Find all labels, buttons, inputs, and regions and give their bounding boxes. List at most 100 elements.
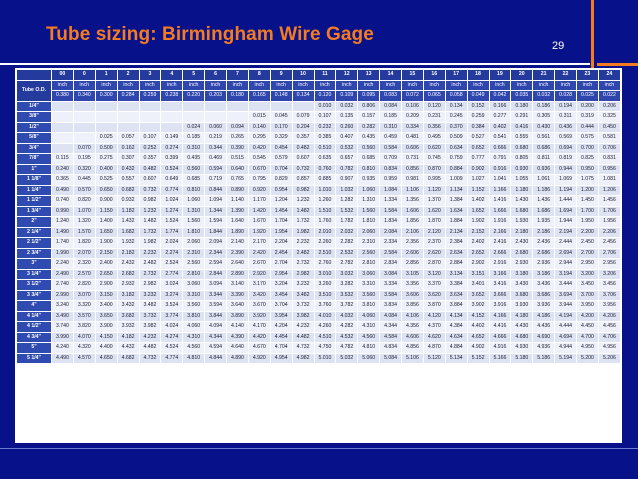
gage-number: 17: [445, 70, 467, 80]
table-cell: 2.510: [314, 248, 336, 258]
wire-gage-table-container: 00 0 1 2 3 4 5 6 7 8 9 10 11 12 13 14 15 16 17 18 19 20 21 22 23…: [15, 68, 622, 443]
table-cell: 2.232: [139, 248, 161, 258]
table-cell: 0.024: [183, 122, 205, 132]
table-cell: 1.870: [423, 217, 445, 227]
table-cell: 4.810: [358, 343, 380, 353]
table-cell: 4.570: [73, 353, 95, 363]
table-cell: 3.982: [292, 311, 314, 321]
table-cell: 0.634: [445, 143, 467, 153]
table-cell: [139, 101, 161, 111]
gage-number: 0: [73, 70, 95, 80]
table-cell: 3.120: [423, 269, 445, 279]
table-cell: 0.469: [205, 154, 226, 164]
table-cell: [52, 143, 73, 153]
table-cell: 3.140: [227, 280, 248, 290]
wall-thickness: 0.035: [511, 91, 533, 101]
table-cell: 4.916: [489, 343, 511, 353]
table-cell: 2.680: [511, 248, 533, 258]
table-cell: 1.700: [577, 206, 598, 216]
table-cell: 0.319: [577, 112, 598, 122]
table-cell: 1.204: [270, 196, 292, 206]
table-cell: 0.594: [205, 164, 226, 174]
table-cell: 0.015: [248, 112, 270, 122]
table-cell: 2.436: [533, 238, 555, 248]
table-cell: 2.106: [402, 227, 423, 237]
table-cell: 3.634: [445, 290, 467, 300]
table-cell: 2.930: [511, 259, 533, 269]
table-cell: 2.932: [117, 280, 139, 290]
table-cell: 0.811: [533, 154, 555, 164]
wall-thickness: 0.148: [270, 91, 292, 101]
table-cell: 0.884: [445, 164, 467, 174]
table-cell: 0.652: [467, 143, 489, 153]
table-cell: 2.782: [336, 259, 358, 269]
table-cell: 0.194: [555, 101, 576, 111]
table-cell: 0.890: [227, 185, 248, 195]
table-cell: 2.584: [380, 248, 401, 258]
table-cell: 0.334: [402, 122, 423, 132]
table-cell: 4.936: [533, 343, 555, 353]
table-cell: 0.885: [314, 175, 336, 185]
table-cell: 0.152: [467, 101, 489, 111]
table-cell: 0.982: [292, 185, 314, 195]
table-cell: 0.166: [489, 101, 511, 111]
table-cell: 0.490: [52, 185, 73, 195]
unit-label: inch: [598, 80, 620, 90]
table-cell: 1.956: [598, 217, 620, 227]
table-cell: 2.444: [555, 238, 576, 248]
table-cell: 4.070: [73, 332, 95, 342]
table-cell: 1.390: [227, 206, 248, 216]
table-cell: 3.024: [161, 280, 183, 290]
table-cell: 0.420: [248, 143, 270, 153]
table-cell: 1.732: [139, 227, 161, 237]
table-cell: 2.416: [489, 238, 511, 248]
table-cell: 1.686: [533, 206, 555, 216]
table-cell: 5.166: [489, 353, 511, 363]
table-cell: 0.579: [270, 154, 292, 164]
table-cell: 3.700: [577, 290, 598, 300]
table-cell: 4.094: [205, 322, 226, 332]
table-cell: 0.185: [183, 133, 205, 143]
table-cell: 4.120: [423, 311, 445, 321]
wire-gage-table: 00 0 1 2 3 4 5 6 7 8 9 10 11 12 13 14 15 16 17 18 19 20 21 22 23…: [16, 69, 621, 364]
table-cell: 3.834: [380, 301, 401, 311]
table-cell: 4.310: [358, 322, 380, 332]
table-cell: 2.606: [402, 248, 423, 258]
table-cell: 0.954: [270, 185, 292, 195]
table-cell: 4.774: [161, 353, 183, 363]
table-cell: 4.666: [489, 332, 511, 342]
table-cell: 4.084: [380, 311, 401, 321]
table-cell: 4.870: [423, 343, 445, 353]
table-cell: 4.150: [95, 332, 117, 342]
table-cell: 3.982: [139, 322, 161, 332]
table-cell: 0.435: [358, 133, 380, 143]
table-cell: 2.902: [467, 259, 489, 269]
table-cell: 1.356: [402, 196, 423, 206]
table-cell: 0.407: [336, 133, 358, 143]
table-cell: 2.084: [380, 227, 401, 237]
table-cell: 0.259: [467, 112, 489, 122]
table-cell: 0.706: [598, 143, 620, 153]
table-cell: 2.936: [533, 259, 555, 269]
tube-od-label: 1 1/4": [17, 185, 51, 195]
table-cell: 0.900: [95, 196, 117, 206]
table-cell: [73, 112, 95, 122]
table-row: 7/8" 0.115 0.195 0.275 0.307 0.357 0.399 0.435 0…: [17, 154, 620, 164]
table-cell: 0.795: [248, 175, 270, 185]
table-cell: 1.027: [467, 175, 489, 185]
tube-od-label: 1": [17, 164, 51, 174]
table-cell: 1.070: [73, 206, 95, 216]
table-cell: 1.180: [511, 185, 533, 195]
unit-label: inch: [336, 80, 358, 90]
table-cell: 0.607: [139, 175, 161, 185]
accent-vertical-bar: [591, 0, 594, 71]
table-cell: 1.634: [445, 206, 467, 216]
table-cell: [139, 112, 161, 122]
table-cell: 1.260: [314, 196, 336, 206]
table-cell: 2.666: [489, 248, 511, 258]
table-row: 3/8" 0.015 0.045 0.079 0.107 0.135 0.157 0.185 0…: [17, 112, 620, 122]
table-cell: 0.782: [336, 164, 358, 174]
gage-number: 19: [489, 70, 511, 80]
gage-number: 1: [95, 70, 117, 80]
table-cell: [73, 133, 95, 143]
